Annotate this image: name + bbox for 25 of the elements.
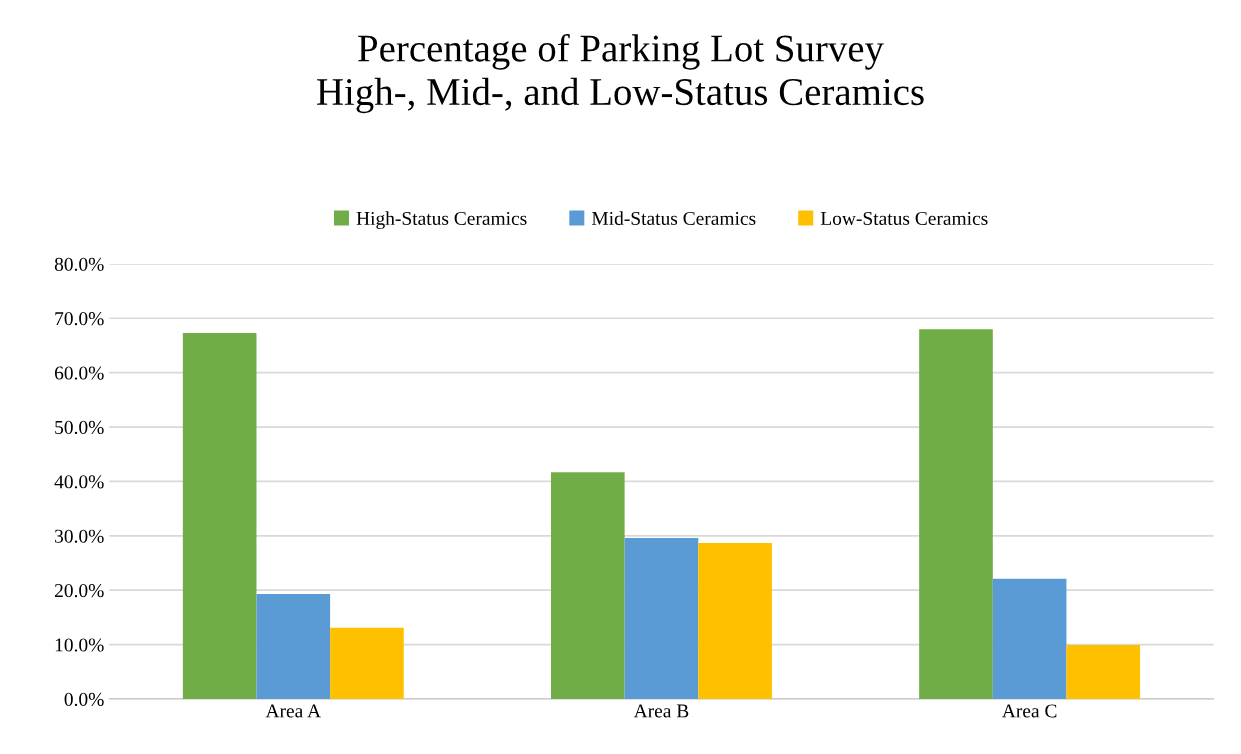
bar — [698, 542, 772, 699]
y-tick-label: 30.0% — [55, 529, 104, 543]
legend-label: Mid-Status Ceramics — [591, 211, 756, 225]
y-tick-label: 80.0% — [54, 257, 104, 271]
x-tick-label: Area C — [1002, 704, 1057, 718]
x-tick-label: Area B — [633, 704, 689, 718]
legend-label: High-Status Ceramics — [356, 211, 527, 229]
bar — [992, 578, 1067, 699]
bar — [1066, 645, 1141, 699]
y-tick-label: 70.0% — [55, 312, 104, 326]
bar — [919, 329, 993, 699]
bar — [256, 594, 331, 699]
y-tick-label: 10.0% — [55, 638, 104, 652]
bar — [551, 472, 625, 699]
y-tick-label: 60.0% — [54, 366, 104, 380]
bar — [182, 332, 257, 699]
y-tick-label: 20.0% — [54, 584, 104, 598]
bar — [330, 627, 404, 699]
chart-title: Percentage of Parking Lot Survey High-, Mid-, and Low-Status Ceramics — [317, 33, 924, 114]
x-tick-label: Area A — [265, 704, 321, 718]
legend-label: Low-Status Ceramics — [820, 211, 988, 225]
y-tick-label: 40.0% — [54, 475, 104, 489]
bar — [624, 537, 699, 699]
y-tick-label: 50.0% — [55, 420, 104, 435]
y-tick-label: 0.0% — [64, 692, 104, 706]
